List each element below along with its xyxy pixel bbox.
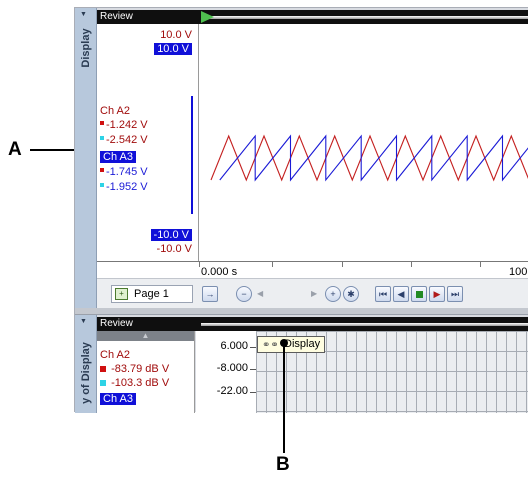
chevron-down-icon[interactable]: ▼: [80, 318, 87, 325]
scroll-right-icon[interactable]: ▶: [311, 289, 318, 298]
spectrum-review-label[interactable]: Review: [97, 317, 197, 331]
spectrum-timeline-rail: [201, 323, 528, 326]
x-tick: [411, 262, 412, 267]
red-swatch: [100, 366, 106, 372]
stop-button[interactable]: [411, 286, 427, 302]
chain-link-icon: ⚭⚭: [262, 340, 279, 351]
a2-value-1-row: -1.242 V: [100, 119, 148, 131]
ch-a2-trace: [210, 134, 528, 182]
spectrum-legend: ▲ Ch A2 -83.79 dB V -103.3 dB V Ch A3: [97, 331, 195, 413]
top-scale-blue[interactable]: 10.0 V: [154, 43, 192, 55]
y-label: -22.00: [216, 385, 248, 397]
scroll-left-icon[interactable]: ◀: [257, 289, 264, 298]
callout-label-b: B: [276, 454, 290, 475]
y-tick: [250, 347, 256, 348]
callout-line-b: [283, 343, 285, 453]
display-side-tab[interactable]: ▼ Display: [75, 8, 97, 308]
display-tab-label: Display: [79, 28, 92, 68]
spectrum-side-tab[interactable]: ▼ y of Display: [75, 315, 97, 413]
zoom-out-button[interactable]: −: [236, 286, 252, 302]
zoom-in-button[interactable]: +: [325, 286, 341, 302]
y-label: 6.000: [220, 340, 248, 352]
review-timeline[interactable]: [197, 10, 528, 24]
tooltip-text: Display: [284, 338, 321, 350]
page-label: Page 1: [134, 288, 169, 300]
time-axis: 0.000 s 100: [97, 261, 528, 278]
waveform-svg: [210, 134, 528, 182]
bottom-scale-red: -10.0 V: [156, 243, 192, 255]
y-tick: [250, 369, 256, 370]
last-button[interactable]: ⏭: [447, 286, 463, 302]
y-axis-indicator: [191, 96, 193, 214]
spectrum-channel-a3-wrap: Ch A3: [100, 393, 136, 405]
x-tick: [199, 262, 200, 267]
x-tick: [272, 262, 273, 267]
spectrum-scroll-up[interactable]: ▲: [97, 331, 194, 341]
cyan-swatch: [100, 136, 104, 140]
bottom-scale-blue[interactable]: -10.0 V: [150, 229, 192, 241]
top-scale-red: 10.0 V: [160, 29, 192, 41]
ch-a3-trace: [219, 134, 528, 182]
back-button[interactable]: ◀: [393, 286, 409, 302]
a3-value-1: -1.745 V: [106, 166, 148, 178]
spectrum-a3-row: -103.3 dB V: [100, 377, 169, 389]
channel-a3-wrap: Ch A3: [100, 151, 136, 163]
a3-value-1-row: -1.745 V: [100, 166, 148, 178]
top-scale-blue-wrap: 10.0 V: [154, 43, 192, 55]
panel-separator[interactable]: [75, 308, 528, 315]
timeline-rail: [201, 16, 528, 19]
y-tick: [250, 392, 256, 393]
channel-a3-label[interactable]: Ch A3: [100, 151, 136, 163]
zoom-fit-button[interactable]: ✱: [343, 286, 359, 302]
page-selector[interactable]: + Page 1: [111, 285, 193, 303]
y-label: -8.000: [216, 362, 248, 374]
red-swatch: [100, 168, 104, 172]
chevron-down-icon[interactable]: ▼: [80, 11, 87, 18]
red-swatch: [100, 121, 104, 125]
stop-icon: [415, 291, 423, 299]
spectrum-grid[interactable]: [256, 331, 528, 413]
cyan-swatch: [100, 183, 104, 187]
spectrum-channel-a3[interactable]: Ch A3: [100, 393, 136, 405]
spectrum-a2-value: -83.79 dB V: [111, 363, 170, 375]
a2-value-2-row: -2.542 V: [100, 134, 148, 146]
page-icon: +: [115, 288, 128, 300]
waveform-plot[interactable]: [191, 24, 528, 261]
spectrum-y-axis: 6.000 -8.000 -22.00: [196, 331, 256, 413]
review-label[interactable]: Review: [97, 10, 197, 24]
display-tooltip: ⚭⚭ Display: [257, 336, 326, 353]
spectrum-a3-value: -103.3 dB V: [111, 377, 170, 389]
display-toolbar: + Page 1 → − ◀ ▶ + ✱ ⏮ ◀ ▶ ⏭: [97, 278, 528, 308]
channel-a2-label[interactable]: Ch A2: [100, 105, 130, 117]
spectrum-tab-label: y of Display: [79, 342, 92, 404]
x-axis-end-label: 100: [509, 266, 528, 278]
cyan-swatch: [100, 380, 106, 386]
spectrum-a2-row: -83.79 dB V: [100, 363, 169, 375]
next-page-button[interactable]: →: [202, 286, 218, 302]
play-marker-icon[interactable]: [201, 11, 214, 23]
x-tick: [342, 262, 343, 267]
channel-legend: 10.0 V 10.0 V Ch A2 -1.242 V -2.542 V Ch…: [97, 24, 199, 261]
x-tick: [480, 262, 481, 267]
window-frame: ▼ Display Review 10.0 V 10.0 V Ch A2 -1.…: [74, 7, 528, 413]
forward-button[interactable]: ▶: [429, 286, 445, 302]
x-axis-start-label: 0.000 s: [201, 266, 238, 278]
a2-value-2: -2.542 V: [106, 134, 148, 146]
first-button[interactable]: ⏮: [375, 286, 391, 302]
spectrum-timeline[interactable]: [197, 317, 528, 331]
a3-value-2: -1.952 V: [106, 181, 148, 193]
a3-value-2-row: -1.952 V: [100, 181, 148, 193]
bottom-scale-blue-wrap: -10.0 V: [150, 229, 192, 241]
spectrum-channel-a2[interactable]: Ch A2: [100, 349, 130, 361]
callout-line-a: [30, 149, 90, 151]
callout-label-a: A: [8, 139, 22, 160]
a2-value-1: -1.242 V: [106, 119, 148, 131]
